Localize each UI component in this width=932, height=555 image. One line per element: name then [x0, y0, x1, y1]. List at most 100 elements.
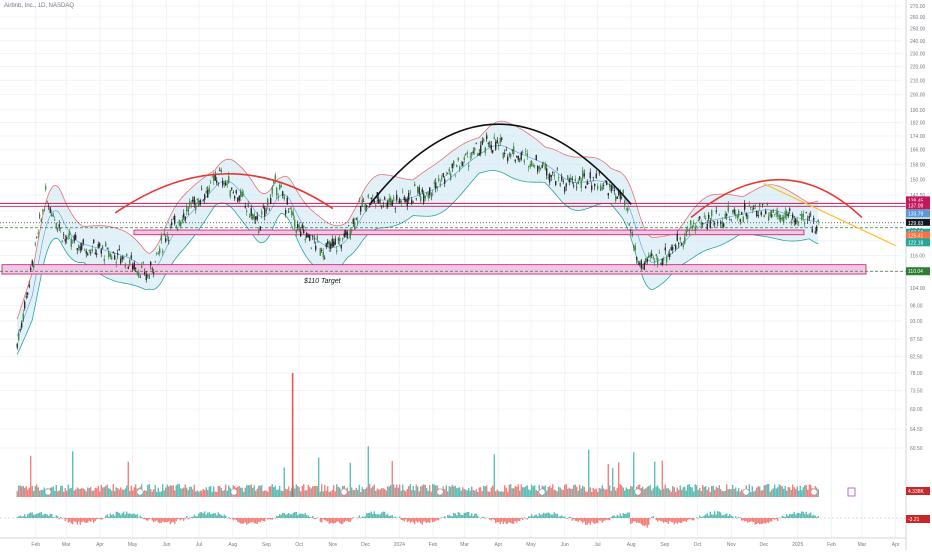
candle-body	[786, 211, 787, 216]
oscillator-bar	[519, 518, 520, 521]
oscillator-bar	[555, 514, 556, 518]
candle-body	[546, 168, 547, 175]
candle-body	[387, 201, 388, 207]
oscillator-bar	[203, 513, 204, 518]
volume-bar	[725, 491, 726, 497]
volume-bar	[449, 486, 450, 497]
time-tick-label: Dec	[361, 542, 370, 548]
oscillator-bar	[773, 518, 774, 519]
oscillator-bar	[809, 513, 810, 518]
oscillator-bar	[533, 516, 534, 518]
candle-body	[356, 218, 357, 219]
volume-bar	[722, 491, 723, 497]
oscillator-bar	[768, 518, 769, 523]
oscillator-bar	[96, 518, 97, 519]
volume-bar	[410, 484, 411, 497]
candle-body	[408, 193, 409, 200]
volume-bar	[56, 485, 57, 497]
candle-body	[704, 216, 705, 217]
candle-body	[302, 225, 303, 228]
volume-bar	[506, 488, 507, 497]
oscillator-bar	[438, 518, 439, 520]
oscillator-bar	[155, 518, 156, 521]
volume-bar	[189, 487, 190, 497]
candle-body	[648, 255, 649, 257]
oscillator-bar	[665, 518, 666, 522]
volume-bar	[677, 487, 678, 497]
candle-body	[47, 202, 48, 203]
candle-body	[521, 152, 522, 159]
oscillator-bar	[596, 518, 597, 523]
oscillator-bar	[458, 512, 459, 518]
volume-bar	[383, 488, 384, 497]
oscillator-bar	[464, 513, 465, 518]
oscillator-bar	[251, 518, 252, 522]
oscillator-bar	[435, 518, 436, 521]
candle-body	[582, 170, 583, 178]
candle-body	[290, 208, 291, 209]
volume-bar	[374, 484, 375, 497]
oscillator-bar	[591, 518, 592, 521]
candle-body	[611, 186, 612, 192]
volume-bar	[509, 485, 510, 497]
volume-bar	[98, 486, 99, 497]
oscillator-bar	[411, 518, 412, 522]
candle-body	[270, 198, 271, 204]
candle-body	[680, 237, 681, 239]
candle-body	[278, 197, 279, 198]
oscillator-bar	[182, 518, 183, 519]
oscillator-bar	[470, 516, 471, 518]
candle-body	[27, 293, 28, 295]
candle-body	[60, 228, 61, 229]
candle-body	[252, 214, 253, 219]
volume-bar	[771, 490, 772, 497]
candle-body	[212, 177, 213, 178]
volume-bar	[404, 490, 405, 497]
oscillator-bar	[623, 513, 624, 518]
oscillator-bar	[803, 512, 804, 518]
volume-bar	[624, 491, 625, 497]
volume-bar	[585, 491, 586, 497]
candle-body	[528, 166, 529, 167]
volume-bar	[537, 491, 538, 497]
volume-bar	[326, 491, 327, 497]
candle-body	[29, 285, 30, 287]
volume-bar	[645, 488, 646, 497]
volume-bar	[761, 491, 762, 497]
volume-bar	[81, 488, 82, 497]
volume-bar	[533, 486, 534, 497]
volume-bar	[581, 489, 582, 497]
volume-bar	[159, 492, 160, 497]
candle-body	[33, 265, 34, 268]
volume-bar	[507, 492, 508, 497]
event-marker	[137, 489, 143, 495]
candle-body	[62, 241, 63, 242]
oscillator-bar	[350, 518, 351, 522]
oscillator-bar	[342, 518, 343, 524]
volume-bar	[552, 484, 553, 497]
candle-body	[699, 216, 700, 218]
candle-body	[419, 187, 420, 194]
candle-body	[510, 154, 511, 157]
candle-body	[573, 185, 574, 186]
candle-body	[543, 162, 544, 163]
volume-bar	[303, 484, 304, 497]
candle-body	[812, 229, 813, 232]
candle-body	[530, 164, 531, 167]
volume-bar	[243, 492, 244, 497]
candle-body	[135, 268, 136, 269]
candle-body	[632, 232, 633, 236]
volume-bar	[62, 486, 63, 497]
candle-body	[492, 150, 493, 152]
candle-body	[537, 166, 538, 172]
candle-body	[624, 200, 625, 205]
candle-body	[687, 229, 688, 230]
oscillator-bar	[320, 518, 321, 522]
oscillator-bar	[137, 514, 138, 518]
volume-bar	[75, 490, 76, 497]
candle-body	[335, 239, 336, 245]
time-tick-label: Sep	[660, 542, 669, 548]
event-marker	[231, 489, 237, 495]
